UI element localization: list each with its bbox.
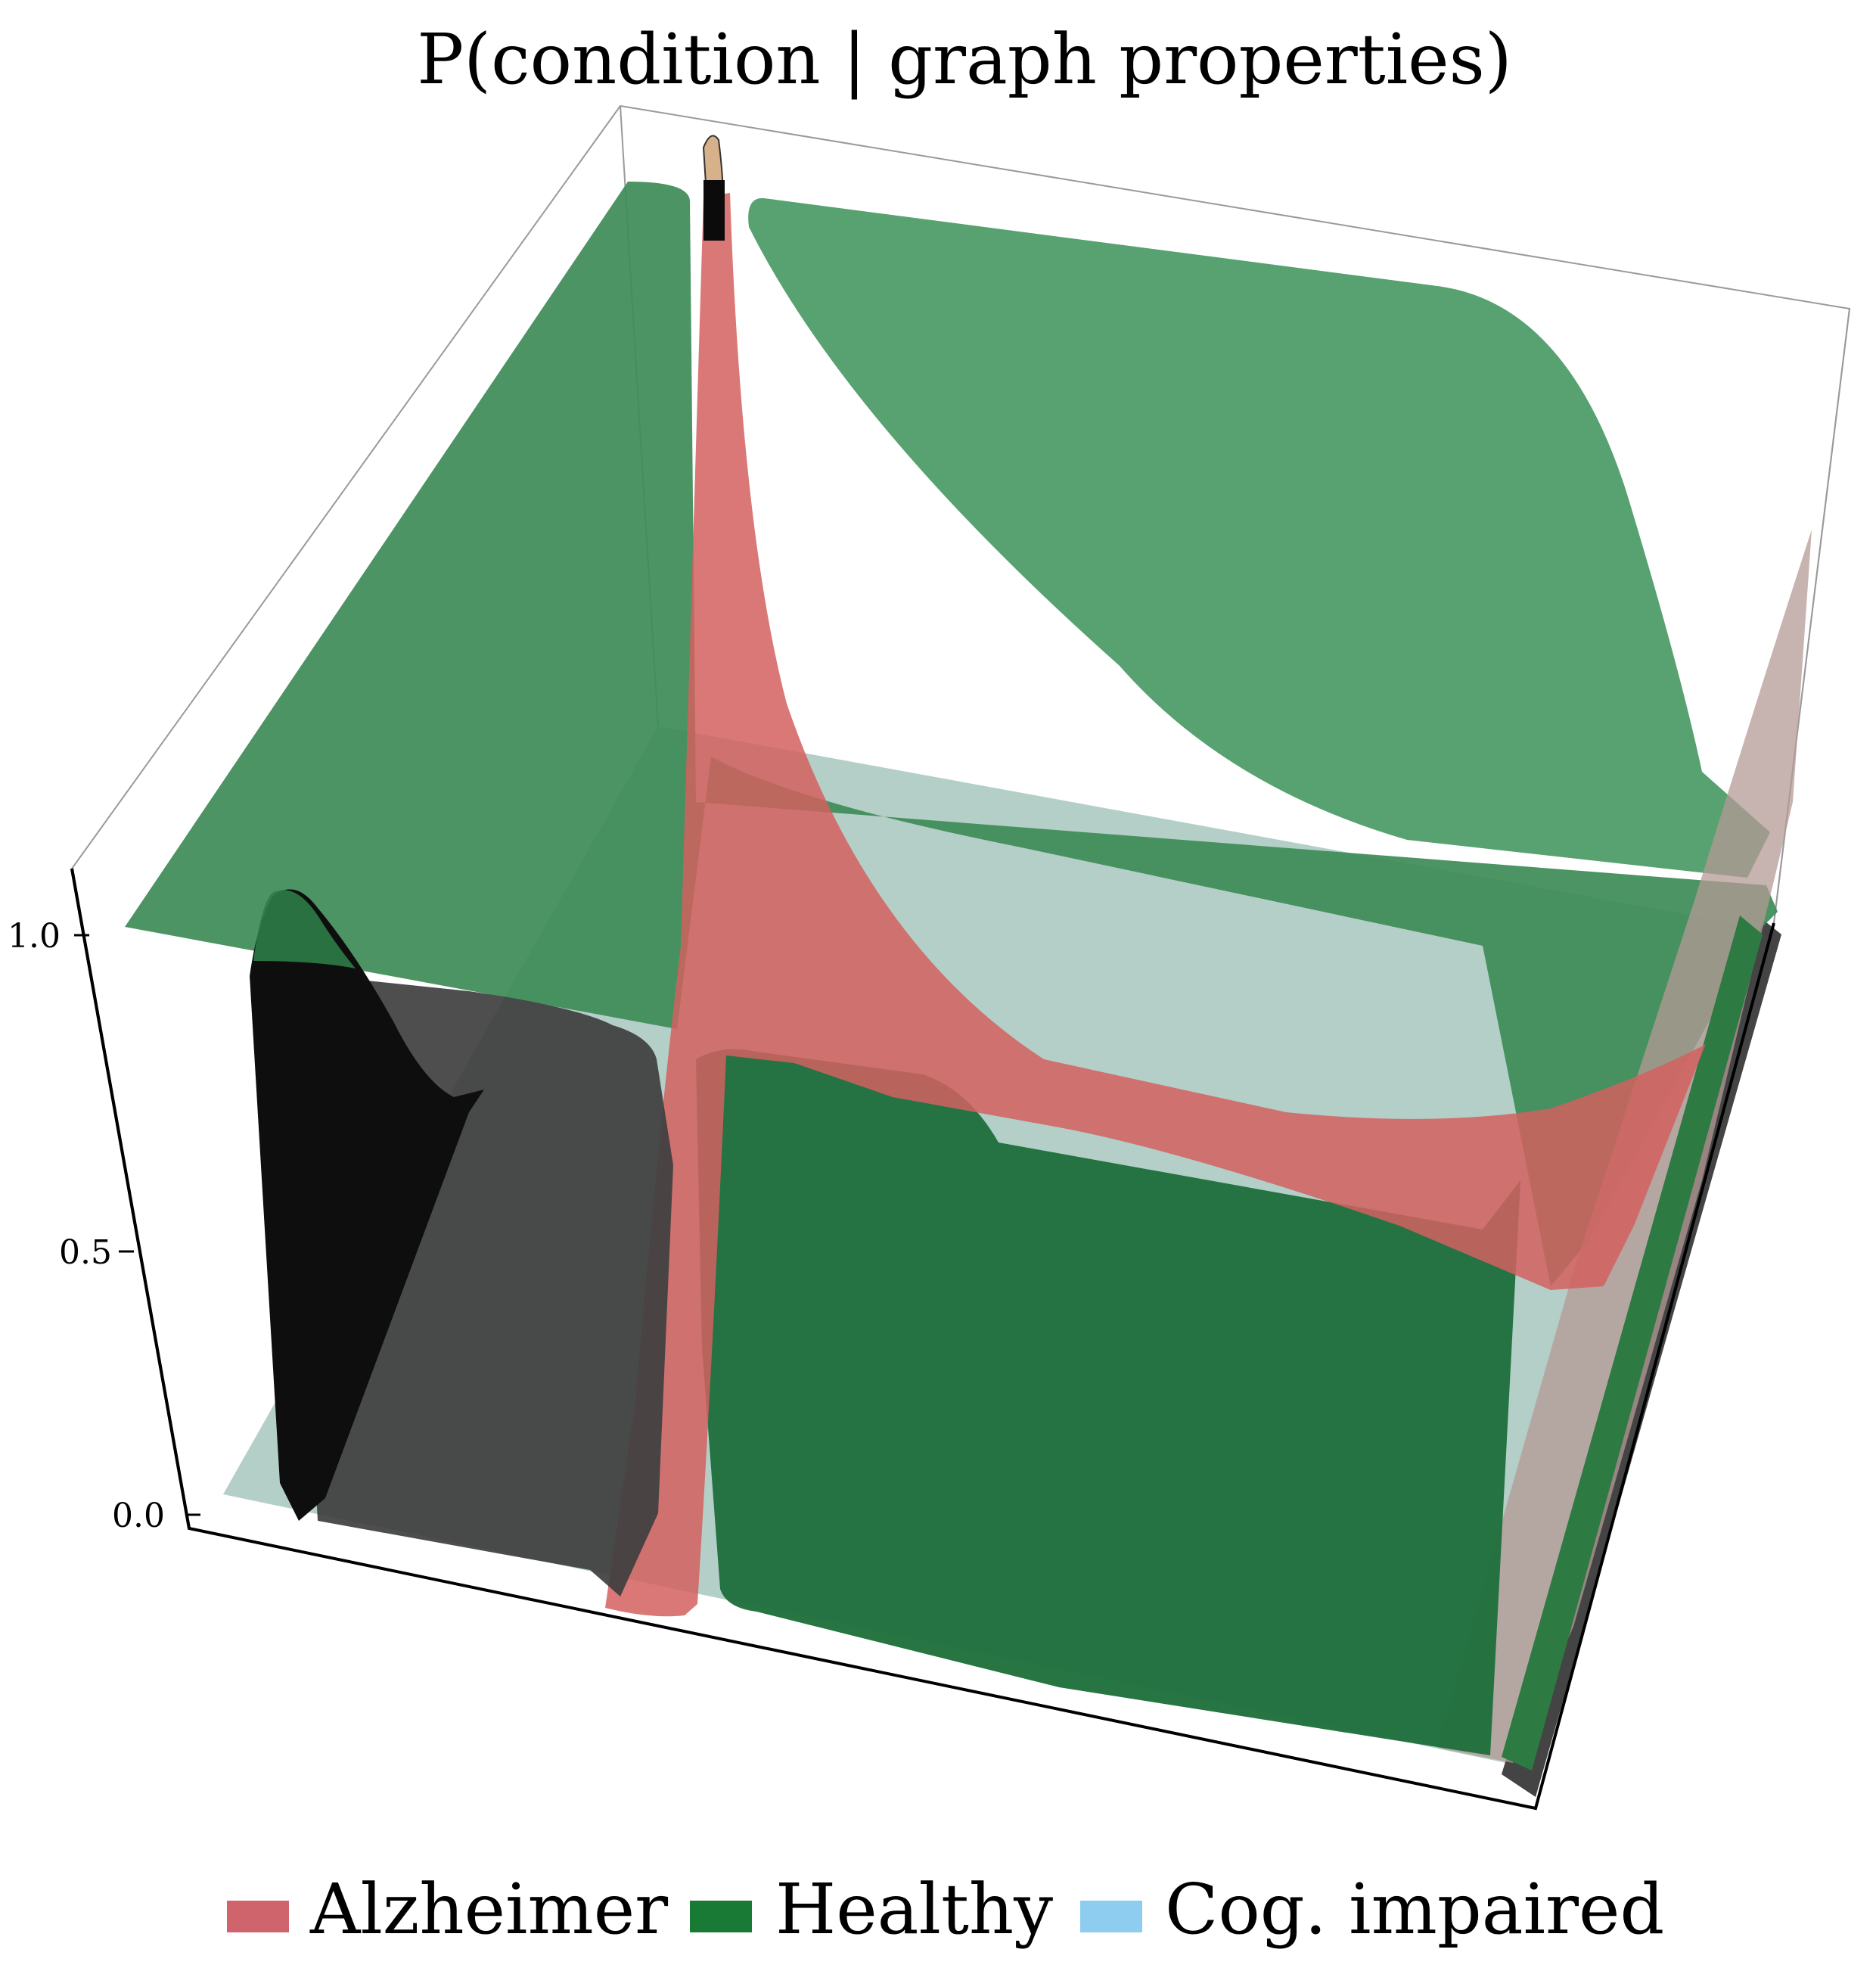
legend-item-alzheimer: Alzheimer [227,1869,668,1950]
legend-item-healthy: Healthy [690,1869,1053,1950]
chart-title: P(condition | graph properties) [417,19,1511,100]
z-tick-label-2: 0.5 [59,1233,112,1272]
box-front-edges [70,868,1775,1811]
spike-black-band [704,180,725,241]
alzheimer-surface [605,193,1706,1617]
legend-swatch-healthy [690,1901,752,1932]
healthy-lower-body [696,1049,1520,1755]
legend-label-alzheimer: Alzheimer [309,1869,668,1950]
z-axis: 1.0 0.5 0.0 [8,917,200,1535]
healthy-right-lobe [748,197,1770,878]
green-crest [253,890,356,968]
legend-swatch-cog-impaired [1080,1901,1142,1932]
legend-item-cog-impaired: Cog. impaired [1080,1869,1664,1950]
z-ticks [74,934,200,1516]
black-ridge [250,889,484,1521]
legend-label-healthy: Healthy [775,1869,1053,1950]
legend: Alzheimer Healthy Cog. impaired [227,1869,1664,1950]
z-tick-label-1: 1.0 [8,917,61,956]
healthy-right-strip [1502,916,1763,1770]
healthy-upper-plateau [125,182,1778,1286]
legend-label-cog-impaired: Cog. impaired [1165,1869,1664,1950]
z-tick-label-3: 0.0 [112,1497,165,1535]
legend-swatch-alzheimer [227,1901,289,1932]
